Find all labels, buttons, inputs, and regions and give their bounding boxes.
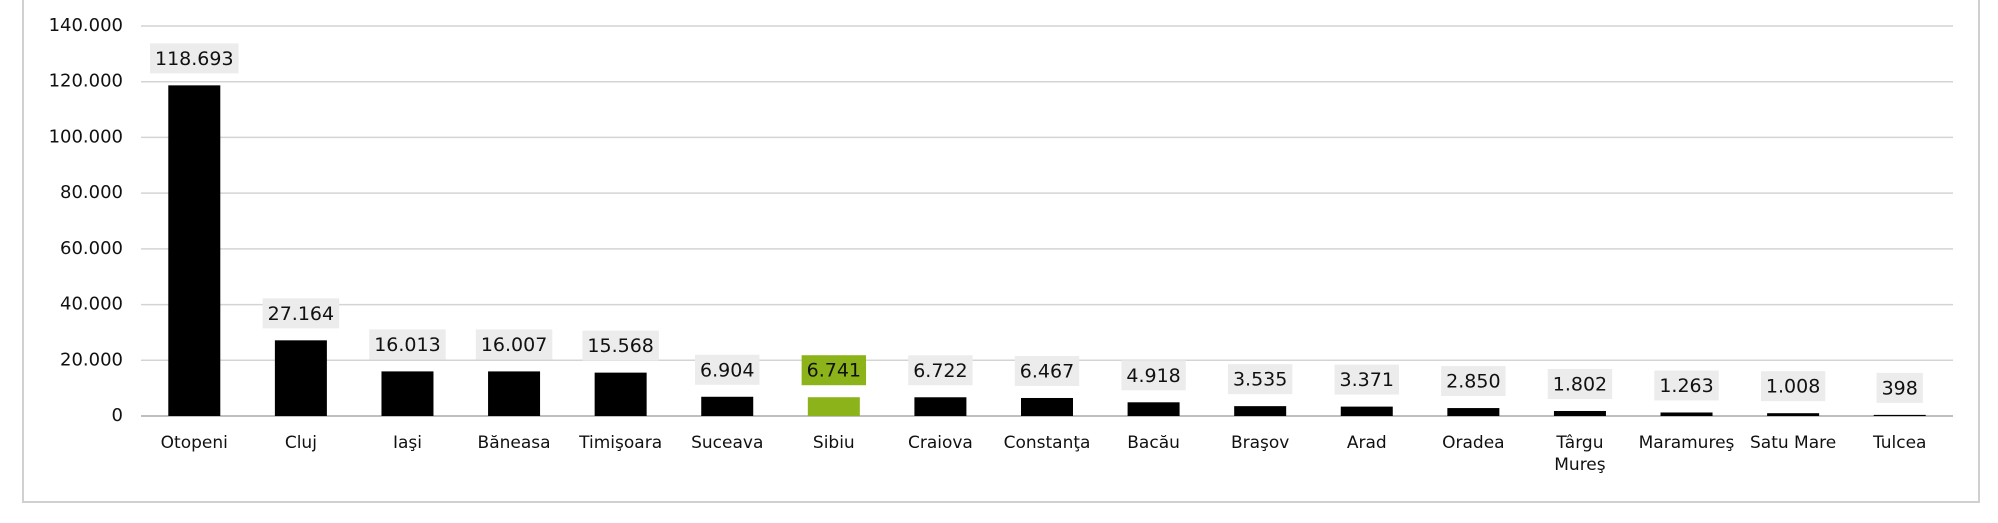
value-label-box [1227, 364, 1293, 395]
bar [168, 85, 221, 416]
y-tick-label: 0 [112, 405, 123, 426]
y-tick-label: 120.000 [49, 71, 123, 92]
x-tick-label: Maramureş [1638, 433, 1735, 453]
value-label-box [695, 354, 760, 385]
value-label-box [1441, 366, 1506, 397]
bar [1660, 412, 1713, 416]
x-tick-label: Constanţa [1003, 433, 1091, 453]
value-label: 4.918 [1126, 365, 1180, 387]
y-tick-label: 80.000 [60, 182, 123, 203]
value-label: 6.467 [1020, 360, 1074, 382]
value-label-box [908, 355, 973, 386]
value-label: 398 [1882, 377, 1918, 399]
bar [1873, 414, 1926, 416]
x-tick-label: Băneasa [477, 433, 551, 453]
bar [1553, 410, 1606, 416]
value-label: 1.263 [1659, 375, 1713, 397]
value-label-box [1334, 364, 1399, 395]
bar [274, 340, 327, 416]
x-tick-label: Braşov [1230, 433, 1290, 453]
bar [488, 371, 541, 416]
x-tick-label: Târgu Mureş [1554, 433, 1606, 475]
bar [1127, 402, 1180, 416]
x-tick-label: Arad [1346, 433, 1387, 453]
x-tick-label: Satu Mare [1750, 433, 1837, 453]
value-label-box [1876, 372, 1923, 403]
bar [914, 397, 967, 416]
value-label: 6.741 [807, 360, 861, 382]
frame [22, 0, 1980, 503]
bar [701, 396, 754, 416]
value-label: 27.164 [268, 303, 334, 325]
value-label-box [262, 298, 340, 329]
value-label-box [801, 355, 867, 386]
value-label: 15.568 [587, 335, 653, 357]
y-tick-label: 100.000 [49, 126, 123, 147]
value-label: 6.722 [913, 360, 967, 382]
x-tick-label: Timişoara [579, 433, 663, 453]
bar [1234, 406, 1287, 416]
value-label-box [1760, 371, 1826, 402]
value-label: 3.535 [1233, 369, 1287, 391]
x-tick-label: Craiova [907, 433, 973, 453]
value-label: 3.371 [1340, 369, 1394, 391]
value-label: 16.013 [374, 334, 440, 356]
x-tick-label: Tulcea [1872, 433, 1927, 453]
value-label: 118.693 [155, 48, 234, 70]
value-label-box [582, 330, 659, 361]
bar [1021, 397, 1073, 416]
y-tick-label: 40.000 [60, 294, 123, 315]
y-tick-label: 60.000 [60, 238, 123, 259]
value-label-box [1014, 355, 1080, 386]
value-label: 16.007 [481, 334, 547, 356]
x-tick-label: Iaşi [392, 433, 422, 453]
value-label-box [1121, 360, 1186, 391]
bar [807, 397, 860, 416]
value-label: 6.904 [700, 359, 754, 381]
y-tick-label: 20.000 [60, 349, 123, 370]
value-label-box [475, 329, 553, 360]
x-tick-label: Oradea [1442, 433, 1505, 453]
bar [1340, 406, 1393, 416]
value-label-box [1654, 370, 1719, 401]
value-label-box [1547, 368, 1613, 399]
x-tick-label: Sibiu [812, 433, 855, 453]
y-tick-label: 140.000 [49, 15, 123, 36]
value-label: 2.850 [1446, 371, 1500, 393]
value-label: 1.008 [1766, 376, 1820, 398]
bar [594, 372, 647, 416]
x-tick-label: Cluj [284, 433, 317, 453]
x-tick-label: Otopeni [160, 433, 228, 453]
x-tick-label: Suceava [691, 433, 764, 453]
bar [1447, 408, 1500, 416]
value-label-box [150, 43, 239, 74]
value-label-box [369, 329, 446, 360]
bar [1767, 413, 1820, 416]
x-tick-label: Bacău [1127, 433, 1180, 453]
value-label: 1.802 [1553, 373, 1607, 395]
bar [381, 371, 434, 416]
